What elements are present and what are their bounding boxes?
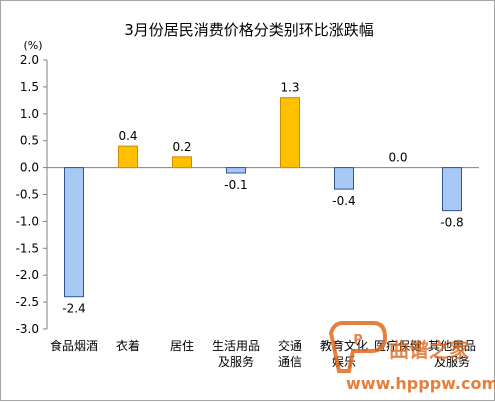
watermark: P 曲谱之家 www.hpppw.com (328, 321, 495, 393)
bar (280, 97, 300, 169)
y-axis: 2.0 1.5 1.0 0.5 0.0 -0.5 -1.0 -1.5 -2.0 -2.5 -3.0 (16, 53, 479, 336)
y-tick-label: -2.0 (16, 268, 39, 282)
category-label: 食品烟酒 (50, 338, 98, 353)
bar-value-label: -0.8 (440, 216, 463, 230)
bar-value-label: -0.1 (224, 178, 247, 192)
y-axis-unit-label: (%) (23, 39, 42, 52)
category-label: 生活用品 (212, 339, 260, 353)
bar (64, 167, 84, 298)
data-labels-group: -2.4 0.4 0.2 -0.1 1.3 -0.4 0.0 -0.8 (62, 81, 463, 316)
y-tick-label: 1.0 (20, 107, 39, 121)
watermark-url: www.hpppw.com (346, 374, 495, 393)
bar (226, 167, 246, 174)
category-label: 其他用品 (428, 339, 476, 353)
y-tick-label: -1.5 (16, 241, 39, 255)
chart-title: 3月份居民消费价格分类别环比涨跌幅 (124, 21, 374, 39)
bar-value-label: -2.4 (62, 302, 85, 316)
y-tick-label: 0.0 (20, 161, 39, 175)
bar (118, 145, 138, 169)
bar (442, 167, 462, 212)
bar-value-label: 1.3 (280, 81, 299, 95)
category-label: 通信 (278, 355, 302, 369)
watermark-logo-letter: P (353, 333, 363, 348)
bars-group (64, 97, 462, 298)
bar-value-label: -0.4 (332, 194, 355, 208)
y-tick-label: -3.0 (16, 322, 39, 336)
y-tick-label: 2.0 (20, 53, 39, 67)
y-tick-label: -1.0 (16, 214, 39, 228)
bar-value-label: 0.0 (388, 151, 407, 165)
watermark-brand-text: 曲谱之家 (389, 338, 470, 362)
watermark-logo-icon: P (328, 321, 388, 373)
y-tick-label: -0.5 (16, 188, 39, 202)
category-label: 衣着 (116, 338, 140, 353)
bar (172, 156, 192, 169)
y-tick-label: -2.5 (16, 295, 39, 309)
category-label: 及服务 (434, 354, 470, 369)
y-tick-label: 1.5 (20, 80, 39, 94)
bar-value-label: 0.2 (172, 140, 191, 154)
category-label: 及服务 (218, 354, 254, 369)
category-label: 交通 (278, 338, 302, 353)
bar-value-label: 0.4 (118, 129, 137, 143)
bar (334, 167, 354, 190)
y-tick-label: 0.5 (20, 134, 39, 148)
category-label: 居住 (170, 339, 194, 353)
